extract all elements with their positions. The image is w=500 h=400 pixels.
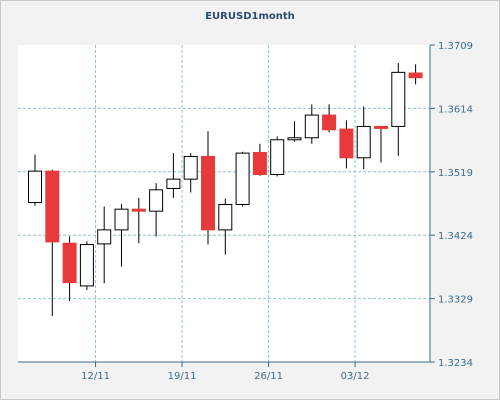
bullish-candle-body bbox=[218, 204, 233, 231]
x-tick-label: 26/11 bbox=[254, 371, 283, 382]
bullish-candle-body bbox=[28, 170, 42, 203]
candle bbox=[114, 203, 129, 267]
y-tick-label: 1.3614 bbox=[438, 104, 473, 115]
bearish-candle-body bbox=[339, 128, 354, 159]
bearish-candle-body bbox=[45, 170, 60, 243]
candle bbox=[62, 236, 77, 302]
bearish-candle-body bbox=[408, 72, 423, 79]
bearish-candle-body bbox=[62, 242, 77, 284]
candle bbox=[356, 106, 371, 170]
bullish-candle-body bbox=[166, 178, 181, 189]
bullish-candle-body bbox=[149, 189, 164, 212]
candle bbox=[304, 104, 319, 144]
candle bbox=[45, 169, 60, 316]
bullish-candle-body bbox=[391, 71, 406, 127]
bullish-candle-body bbox=[183, 155, 198, 180]
bullish-candle-body bbox=[79, 244, 94, 287]
candle bbox=[97, 206, 112, 284]
candle bbox=[252, 143, 267, 176]
candle bbox=[28, 154, 42, 206]
candle bbox=[166, 153, 181, 198]
y-tick-label: 1.3709 bbox=[438, 41, 473, 52]
x-tick-label: 03/12 bbox=[341, 371, 370, 382]
candle bbox=[339, 120, 354, 169]
bearish-candle-body bbox=[322, 114, 337, 131]
x-tick-label: 19/11 bbox=[168, 371, 197, 382]
bearish-candle-body bbox=[131, 208, 146, 212]
candle bbox=[374, 125, 388, 163]
candle bbox=[201, 131, 215, 245]
candle bbox=[408, 64, 423, 85]
axes-group: 1.3709 1.3614 1.3519 1.3424 1.3329 1.3234 12/1… bbox=[18, 41, 473, 382]
plot-area bbox=[18, 45, 430, 362]
bullish-candle-body bbox=[114, 208, 129, 231]
y-tick-label: 1.3519 bbox=[438, 168, 473, 179]
candle bbox=[322, 104, 337, 133]
candles-group bbox=[28, 63, 423, 316]
candle bbox=[235, 151, 250, 207]
y-tick-label: 1.3424 bbox=[438, 231, 473, 242]
chart-title: EURUSD1month bbox=[205, 11, 295, 22]
candle bbox=[218, 198, 233, 255]
candle bbox=[391, 63, 406, 156]
bullish-candle-body bbox=[270, 139, 285, 175]
bullish-candle-body bbox=[235, 152, 250, 206]
candle bbox=[183, 153, 198, 193]
candle bbox=[131, 197, 146, 244]
bearish-candle-body bbox=[374, 125, 388, 129]
bullish-candle-body bbox=[304, 114, 319, 139]
bullish-candle-body bbox=[287, 137, 302, 141]
candle bbox=[287, 121, 302, 142]
bearish-candle-body bbox=[252, 151, 267, 175]
candle bbox=[79, 241, 94, 290]
bullish-candle-body bbox=[356, 125, 371, 159]
bearish-candle-body bbox=[201, 155, 215, 231]
x-tick-label: 12/11 bbox=[81, 371, 110, 382]
y-tick-label: 1.3234 bbox=[438, 358, 473, 369]
candle bbox=[149, 183, 164, 237]
y-tick-label: 1.3329 bbox=[438, 295, 473, 306]
grid-lines bbox=[18, 45, 430, 362]
candle bbox=[270, 136, 285, 177]
bullish-candle-body bbox=[97, 229, 112, 245]
